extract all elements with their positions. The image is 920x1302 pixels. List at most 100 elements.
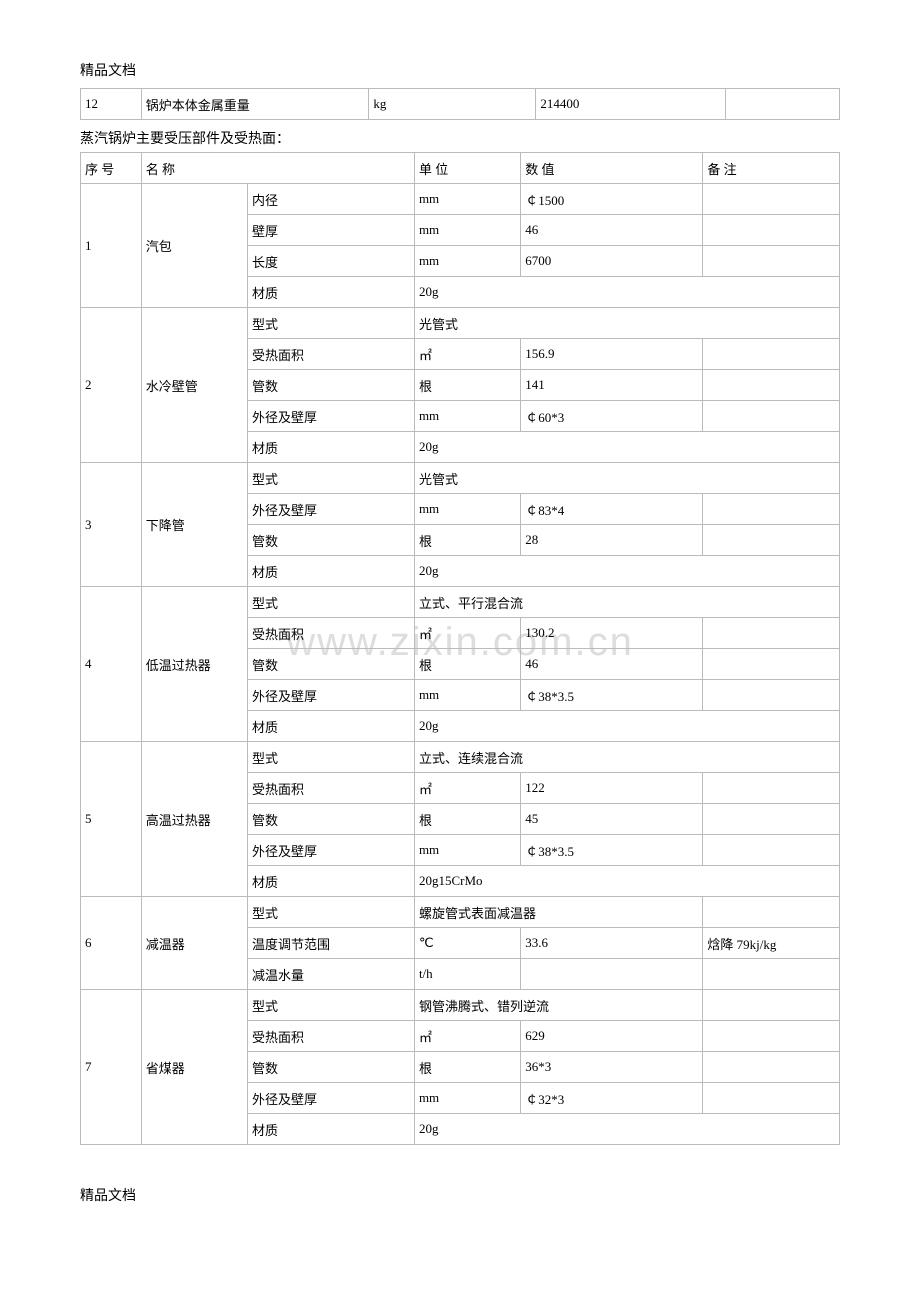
unit-cell: mm: [414, 401, 520, 432]
group-name: 减温器: [141, 897, 247, 990]
note-cell: [703, 680, 840, 711]
table1-cell: kg: [369, 89, 536, 120]
unit-cell: 根: [414, 1052, 520, 1083]
value-cell: 46: [521, 215, 703, 246]
param-cell: 型式: [247, 587, 414, 618]
group-seq: 1: [81, 184, 142, 308]
note-cell: [703, 1083, 840, 1114]
unit-cell: 光管式: [414, 308, 839, 339]
unit-cell: 立式、平行混合流: [414, 587, 839, 618]
col-header-seq: 序 号: [81, 153, 142, 184]
param-cell: 受热面积: [247, 339, 414, 370]
col-header-value: 数 值: [521, 153, 703, 184]
table-2: 序 号名 称单 位数 值备 注1汽包内径mm￠1500壁厚mm46长度mm670…: [80, 152, 840, 1145]
value-cell: 28: [521, 525, 703, 556]
param-cell: 型式: [247, 897, 414, 928]
note-cell: [703, 773, 840, 804]
unit-cell: mm: [414, 494, 520, 525]
unit-cell: t/h: [414, 959, 520, 990]
note-cell: [703, 339, 840, 370]
col-header-unit: 单 位: [414, 153, 520, 184]
note-cell: [703, 835, 840, 866]
table1-cell: 214400: [536, 89, 726, 120]
unit-cell: mm: [414, 680, 520, 711]
unit-cell: mm: [414, 1083, 520, 1114]
section-title: 蒸汽锅炉主要受压部件及受热面：: [80, 128, 840, 148]
table-1: 12锅炉本体金属重量kg214400: [80, 88, 840, 120]
group-seq: 4: [81, 587, 142, 742]
unit-cell: mm: [414, 184, 520, 215]
value-cell: 130.2: [521, 618, 703, 649]
unit-cell: ℃: [414, 928, 520, 959]
unit-cell: 根: [414, 525, 520, 556]
note-cell: [703, 959, 840, 990]
param-cell: 受热面积: [247, 1021, 414, 1052]
group-seq: 5: [81, 742, 142, 897]
param-cell: 材质: [247, 1114, 414, 1145]
unit-cell: 立式、连续混合流: [414, 742, 839, 773]
param-cell: 壁厚: [247, 215, 414, 246]
note-cell: [703, 1021, 840, 1052]
unit-cell: ㎡: [414, 773, 520, 804]
unit-cell: 光管式: [414, 463, 839, 494]
param-cell: 材质: [247, 432, 414, 463]
note-cell: [703, 525, 840, 556]
param-cell: 材质: [247, 556, 414, 587]
note-cell: [703, 215, 840, 246]
group-name: 汽包: [141, 184, 247, 308]
param-cell: 减温水量: [247, 959, 414, 990]
value-cell: 45: [521, 804, 703, 835]
group-seq: 2: [81, 308, 142, 463]
group-name: 低温过热器: [141, 587, 247, 742]
note-cell: [703, 401, 840, 432]
group-name: 水冷壁管: [141, 308, 247, 463]
value-cell: ￠83*4: [521, 494, 703, 525]
param-cell: 型式: [247, 308, 414, 339]
note-cell: 焓降 79kj/kg: [703, 928, 840, 959]
value-cell: 36*3: [521, 1052, 703, 1083]
unit-cell: 20g: [414, 556, 839, 587]
param-cell: 管数: [247, 1052, 414, 1083]
table1-cell: [726, 89, 840, 120]
note-cell: [703, 494, 840, 525]
param-cell: 型式: [247, 463, 414, 494]
group-seq: 7: [81, 990, 142, 1145]
unit-cell: 20g: [414, 711, 839, 742]
table1-cell: 锅炉本体金属重量: [141, 89, 369, 120]
unit-cell: mm: [414, 246, 520, 277]
param-cell: 外径及壁厚: [247, 1083, 414, 1114]
value-cell: 141: [521, 370, 703, 401]
value-cell: ￠38*3.5: [521, 680, 703, 711]
param-cell: 外径及壁厚: [247, 680, 414, 711]
group-name: 下降管: [141, 463, 247, 587]
value-cell: 122: [521, 773, 703, 804]
unit-cell: mm: [414, 215, 520, 246]
unit-cell: ㎡: [414, 339, 520, 370]
group-seq: 6: [81, 897, 142, 990]
unit-cell: 根: [414, 649, 520, 680]
param-cell: 外径及壁厚: [247, 401, 414, 432]
unit-cell: 20g: [414, 1114, 839, 1145]
note-cell: [703, 649, 840, 680]
group-seq: 3: [81, 463, 142, 587]
param-cell: 材质: [247, 866, 414, 897]
unit-cell: 20g: [414, 277, 839, 308]
value-cell: 46: [521, 649, 703, 680]
param-cell: 长度: [247, 246, 414, 277]
value-cell: 629: [521, 1021, 703, 1052]
page-header: 精品文档: [80, 60, 840, 80]
value-cell: ￠60*3: [521, 401, 703, 432]
note-cell: [703, 184, 840, 215]
unit-cell: 根: [414, 370, 520, 401]
value-cell: [521, 959, 703, 990]
note-cell: [703, 246, 840, 277]
col-header-note: 备 注: [703, 153, 840, 184]
value-cell: ￠1500: [521, 184, 703, 215]
param-cell: 材质: [247, 711, 414, 742]
note-cell: [703, 804, 840, 835]
value-cell: 6700: [521, 246, 703, 277]
page-footer: 精品文档: [80, 1185, 840, 1205]
unit-cell: ㎡: [414, 618, 520, 649]
value-cell: ￠32*3: [521, 1083, 703, 1114]
param-cell: 管数: [247, 649, 414, 680]
